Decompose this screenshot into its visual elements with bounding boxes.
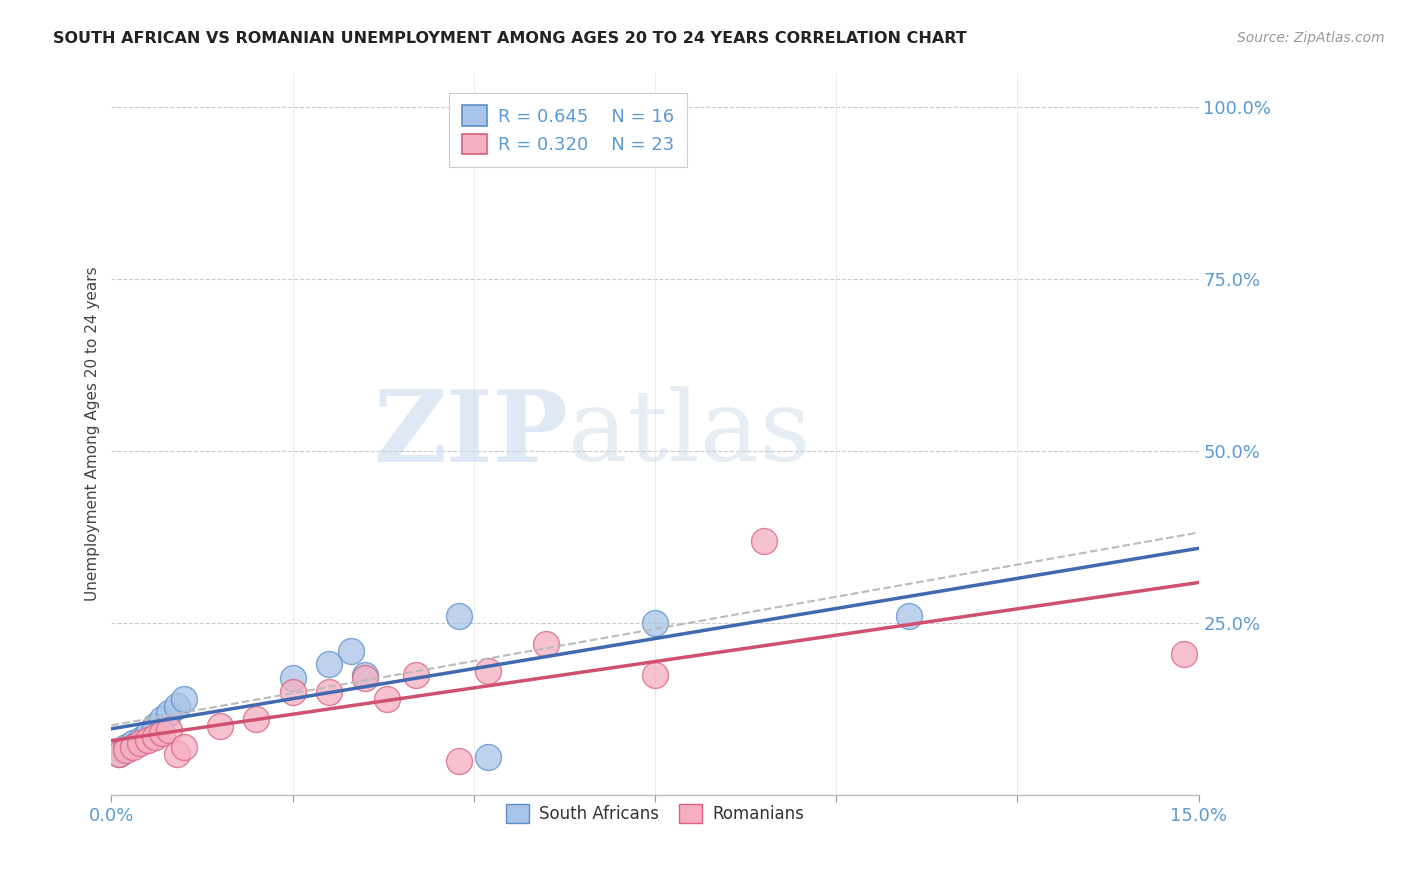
Point	[477, 665, 499, 679]
Point	[122, 739, 145, 754]
Text: Source: ZipAtlas.com: Source: ZipAtlas.com	[1237, 31, 1385, 45]
Text: ZIP: ZIP	[373, 385, 568, 483]
Point	[166, 747, 188, 761]
Point	[157, 723, 180, 737]
Point	[449, 609, 471, 624]
Point	[477, 750, 499, 764]
Point	[143, 719, 166, 733]
Point	[150, 713, 173, 727]
Point	[129, 733, 152, 747]
Point	[536, 637, 558, 651]
Text: SOUTH AFRICAN VS ROMANIAN UNEMPLOYMENT AMONG AGES 20 TO 24 YEARS CORRELATION CHA: SOUTH AFRICAN VS ROMANIAN UNEMPLOYMENT A…	[53, 31, 967, 46]
Point	[136, 726, 159, 740]
Point	[752, 533, 775, 548]
Y-axis label: Unemployment Among Ages 20 to 24 years: Unemployment Among Ages 20 to 24 years	[86, 267, 100, 601]
Point	[405, 667, 427, 681]
Point	[129, 737, 152, 751]
Point	[173, 691, 195, 706]
Text: atlas: atlas	[568, 386, 811, 482]
Point	[281, 685, 304, 699]
Point	[318, 657, 340, 672]
Point	[150, 726, 173, 740]
Point	[449, 754, 471, 768]
Point	[644, 667, 666, 681]
Point	[339, 643, 361, 657]
Point	[115, 739, 138, 754]
Point	[157, 706, 180, 720]
Point	[1173, 647, 1195, 661]
Point	[318, 685, 340, 699]
Point	[107, 747, 129, 761]
Point	[173, 739, 195, 754]
Point	[354, 671, 377, 685]
Point	[166, 698, 188, 713]
Point	[375, 691, 398, 706]
Point	[354, 667, 377, 681]
Point	[136, 733, 159, 747]
Legend: South Africans, Romanians: South Africans, Romanians	[499, 797, 811, 830]
Point	[897, 609, 920, 624]
Point	[143, 730, 166, 744]
Point	[107, 747, 129, 761]
Point	[209, 719, 232, 733]
Point	[115, 743, 138, 757]
Point	[644, 616, 666, 631]
Point	[281, 671, 304, 685]
Point	[245, 713, 267, 727]
Point	[122, 737, 145, 751]
